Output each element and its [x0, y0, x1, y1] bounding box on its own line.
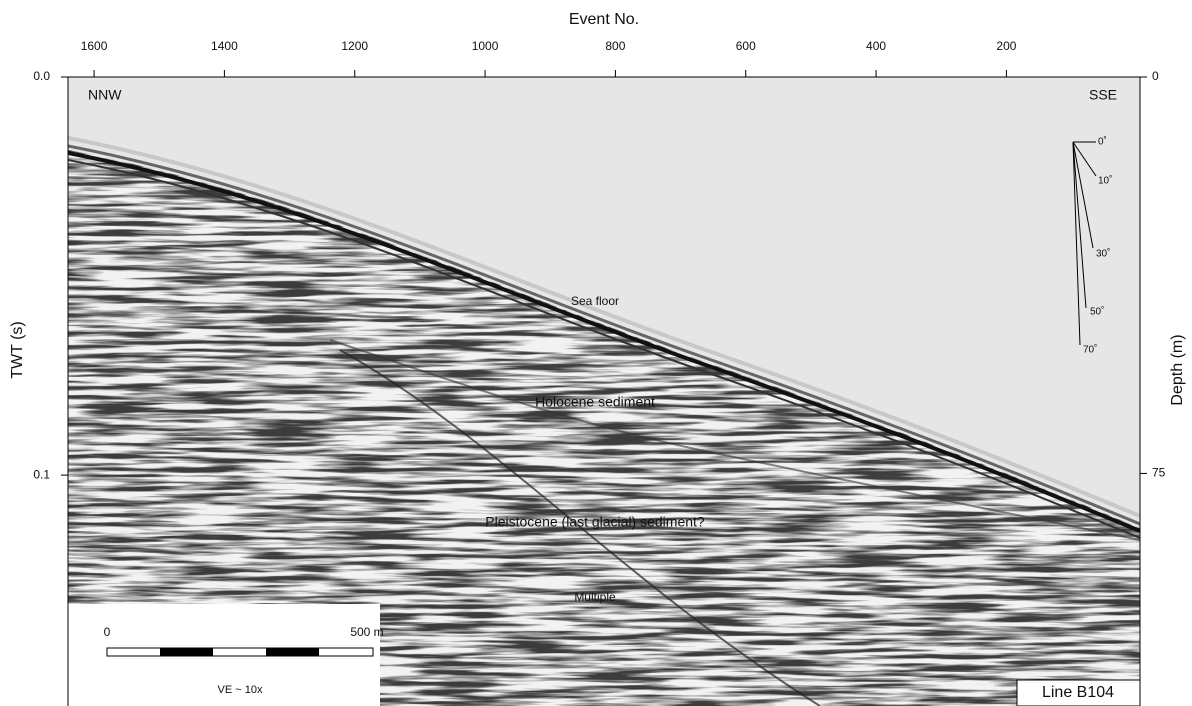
x-tick-label: 1200 [341, 39, 368, 53]
scale-note: VE ~ 10x [218, 684, 263, 696]
annotation: SSE [1089, 87, 1117, 103]
y2-axis-title: Depth (m) [1169, 334, 1186, 405]
seismic-image [68, 77, 1140, 706]
x-tick-label: 1600 [81, 39, 108, 53]
dip-label: 50˚ [1090, 306, 1104, 318]
annotation: Pleistocene (last glacial) sediment? [485, 514, 705, 530]
annotation: Sea floor [571, 294, 619, 308]
x-tick-label: 800 [605, 39, 625, 53]
dip-label: 10˚ [1098, 175, 1112, 187]
y-tick-label: 0.0 [33, 69, 50, 83]
x-tick-label: 1000 [472, 39, 499, 53]
y2-tick-label: 75 [1152, 466, 1166, 480]
y-axis-title: TWT (s) [9, 321, 26, 378]
y2-tick-label: 0 [1152, 69, 1159, 83]
annotation: Holocene sediment [535, 394, 655, 410]
dip-label: 70˚ [1083, 344, 1097, 356]
x-axis-title: Event No. [569, 11, 639, 28]
y-tick-label: 0.1 [33, 467, 50, 481]
x-tick-label: 400 [866, 39, 886, 53]
annotation: Multiple [574, 590, 616, 604]
x-tick-label: 1400 [211, 39, 238, 53]
figure: Event No. TWT (s) Depth (m) 0 500 m VE ~… [0, 0, 1192, 706]
dip-label: 30˚ [1096, 248, 1110, 260]
dip-label: 0˚ [1098, 136, 1107, 148]
scale-label: 500 m [350, 625, 383, 639]
annotation: NNW [88, 87, 122, 103]
annotation: Line B104 [1042, 684, 1114, 701]
x-tick-label: 200 [996, 39, 1016, 53]
scale-label: 0 [104, 625, 111, 639]
x-tick-label: 600 [736, 39, 756, 53]
